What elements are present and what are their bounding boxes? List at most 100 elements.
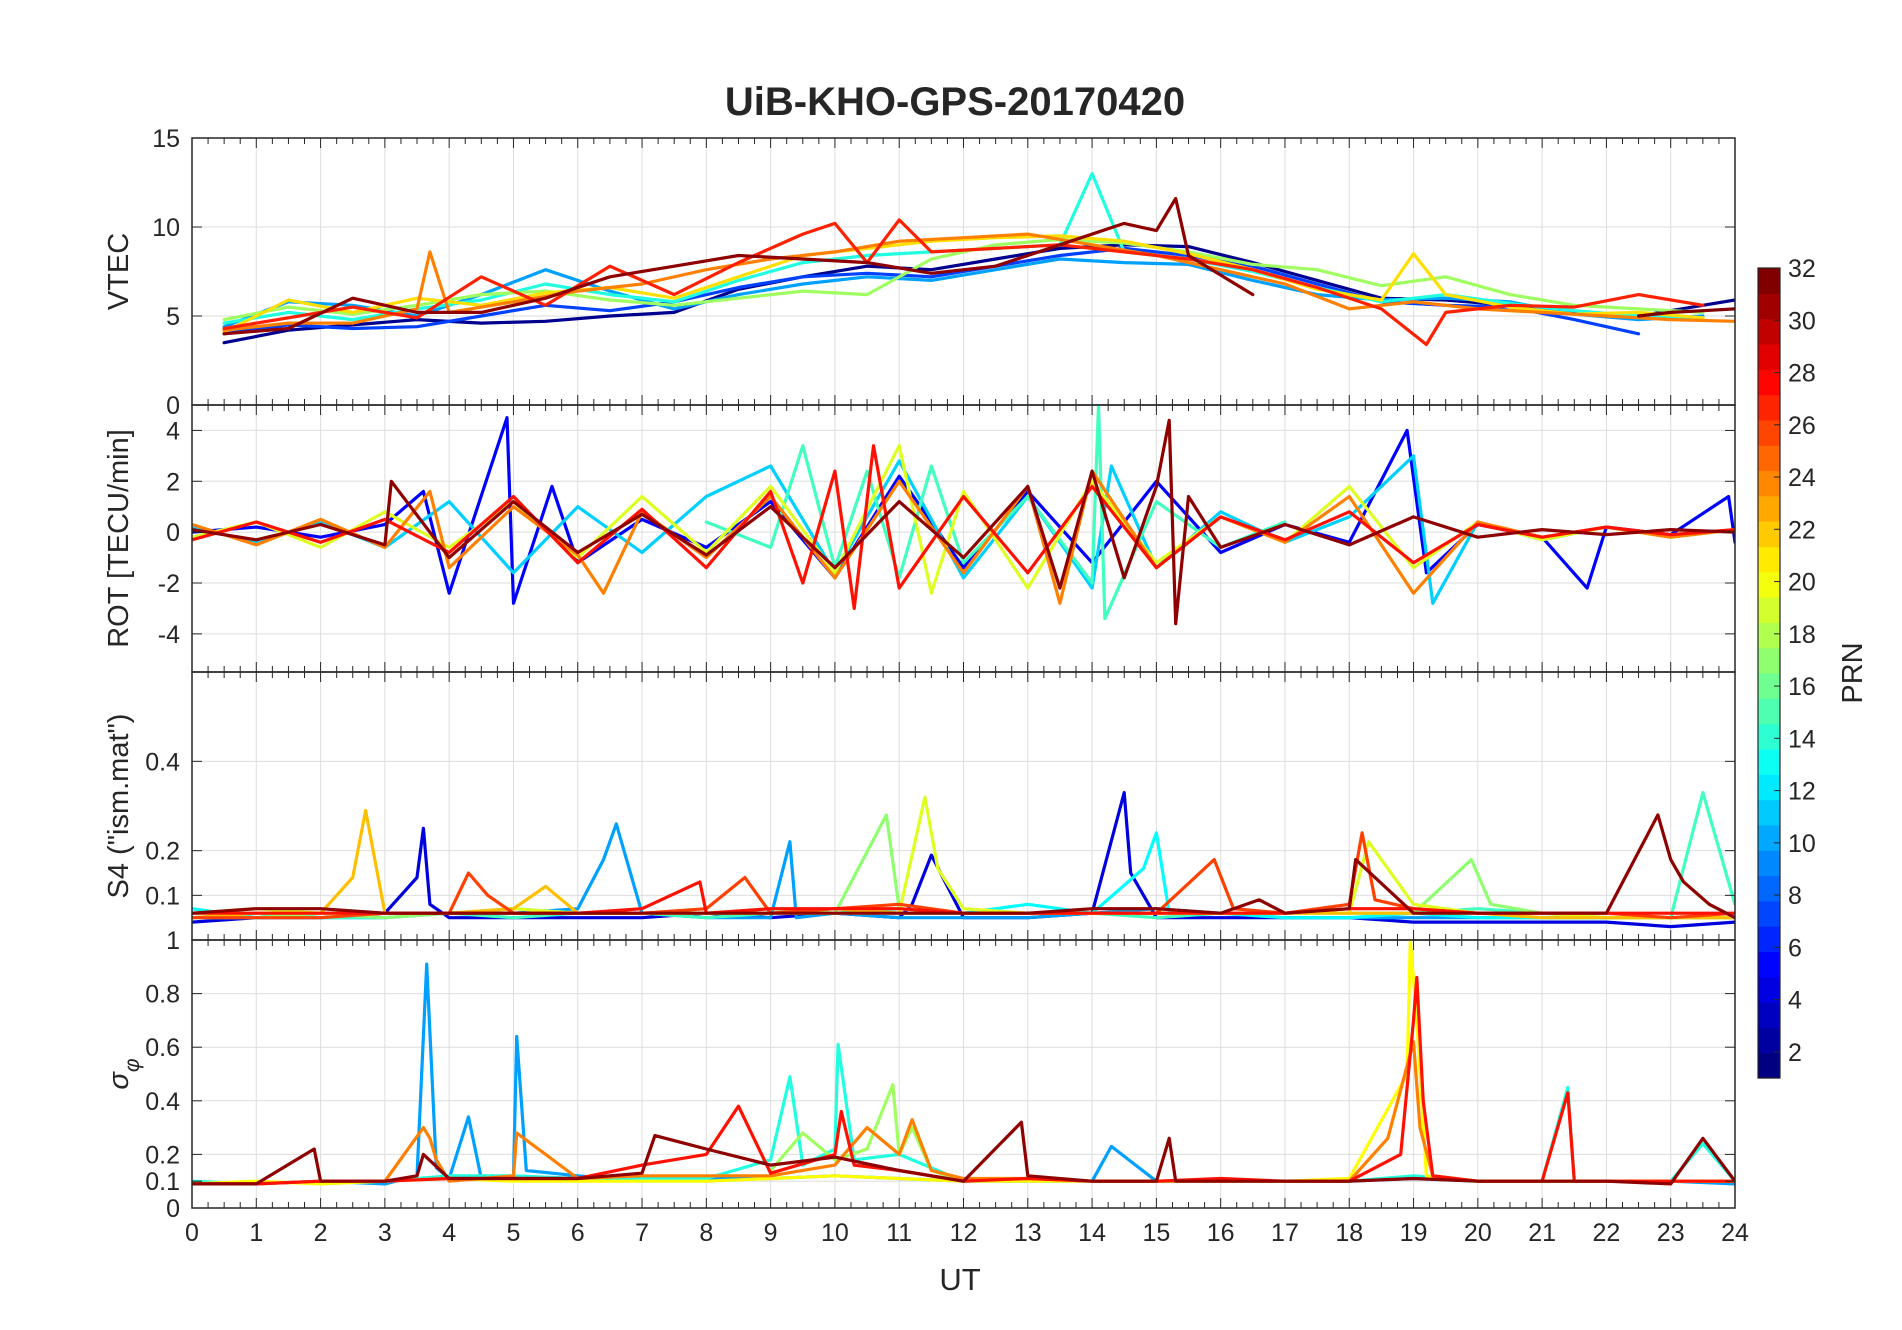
series-prn-21-vtec bbox=[222, 234, 1705, 334]
x-tick-label: 9 bbox=[764, 1219, 778, 1247]
x-tick-label: 0 bbox=[185, 1219, 199, 1247]
colorbar-tick-label: 14 bbox=[1788, 725, 1816, 753]
x-tick-label: 10 bbox=[821, 1219, 849, 1247]
y-tick-label: 2 bbox=[166, 468, 180, 496]
series-group-vtec bbox=[222, 172, 1735, 347]
colorbar-label: PRN bbox=[1837, 642, 1869, 703]
colorbar-segment bbox=[1758, 951, 1780, 978]
minor-ticks-sigma bbox=[191, 940, 1736, 1208]
colorbar-segment bbox=[1758, 343, 1780, 370]
series-prn-24-sigma bbox=[192, 1040, 1735, 1186]
x-tick-label: 12 bbox=[950, 1219, 978, 1247]
series-prn-24-rot bbox=[192, 469, 1735, 605]
colorbar-segment bbox=[1758, 521, 1780, 548]
colorbar-segment bbox=[1758, 293, 1780, 320]
colorbar-tick-label: 24 bbox=[1788, 464, 1816, 492]
y-tick-label: 0.2 bbox=[145, 838, 180, 866]
y-axis-label-rot: ROT [TECU/min] bbox=[103, 429, 135, 648]
y-axis-label-sub: φ bbox=[121, 1058, 144, 1072]
y-tick-label: 0.4 bbox=[145, 748, 180, 776]
colorbar-segment bbox=[1758, 597, 1780, 623]
x-axis-label: UT bbox=[939, 1262, 980, 1297]
x-tick-label: 4 bbox=[442, 1219, 456, 1247]
colorbar-tick-label: 16 bbox=[1788, 673, 1816, 701]
x-tick-label: 21 bbox=[1528, 1219, 1556, 1247]
y-tick-label: 0.1 bbox=[145, 1168, 180, 1196]
y-tick-label: 0.6 bbox=[145, 1034, 180, 1062]
x-tick-label: 1 bbox=[249, 1219, 263, 1247]
series-prn-10-vtec bbox=[222, 257, 1705, 329]
y-tick-label: 0 bbox=[166, 1195, 180, 1223]
x-tick-label: 18 bbox=[1335, 1219, 1363, 1247]
series-prn-31-rot bbox=[192, 418, 1735, 626]
x-tick-label: 16 bbox=[1207, 1219, 1235, 1247]
panel-vtec: 0 5 10 15 VTEC bbox=[103, 125, 1736, 420]
colorbar-segment bbox=[1758, 546, 1780, 573]
x-tick-label: 23 bbox=[1657, 1219, 1685, 1247]
colorbar-tick-label: 2 bbox=[1788, 1039, 1802, 1067]
colorbar-segment bbox=[1758, 622, 1780, 649]
series-prn-18-vtec bbox=[222, 237, 1705, 322]
minor-ticks-vtec bbox=[191, 138, 1736, 405]
series-group-sigma bbox=[192, 940, 1735, 1186]
y-tick-label: 5 bbox=[166, 303, 180, 331]
colorbar-tick-label: 8 bbox=[1788, 882, 1802, 910]
colorbar-segment bbox=[1758, 698, 1780, 725]
colorbar-tick-label: 22 bbox=[1788, 516, 1816, 544]
y-tick-label: -2 bbox=[158, 570, 180, 598]
x-tick-label: 17 bbox=[1271, 1219, 1299, 1247]
x-tick-label: 11 bbox=[886, 1219, 912, 1247]
colorbar-segment bbox=[1758, 1052, 1780, 1079]
colorbar-tick-label: 26 bbox=[1788, 412, 1816, 440]
y-tick-label: 15 bbox=[152, 125, 180, 153]
series-group-s4 bbox=[192, 790, 1735, 929]
y-tick-label: 0.4 bbox=[145, 1088, 180, 1116]
y-axis-label-s4: S4 ("ism.mat") bbox=[103, 714, 135, 899]
colorbar-segment bbox=[1758, 268, 1780, 294]
minor-ticks-rot bbox=[191, 405, 1736, 672]
x-tick-label: 3 bbox=[378, 1219, 392, 1247]
panel-s4: 0.1 0.2 0.4 S4 ("ism.mat") bbox=[103, 671, 1736, 941]
chart-title: UiB-KHO-GPS-20170420 bbox=[725, 80, 1185, 124]
colorbar-tick-label: 28 bbox=[1788, 360, 1816, 388]
x-tick-label: 7 bbox=[635, 1219, 649, 1247]
series-prn-31-s4 bbox=[192, 813, 1735, 920]
x-tick-label: 2 bbox=[314, 1219, 328, 1247]
series-prn-28-vtec bbox=[222, 218, 1705, 347]
colorbar-segment bbox=[1758, 394, 1780, 421]
colorbar-tick-label: 6 bbox=[1788, 934, 1802, 962]
colorbar-segment bbox=[1758, 748, 1780, 775]
y-tick-label: 10 bbox=[152, 214, 180, 242]
colorbar-tick-label: 18 bbox=[1788, 621, 1816, 649]
y-axis-label-sigma: σφ bbox=[103, 1058, 144, 1090]
colorbar-segment bbox=[1758, 875, 1780, 902]
x-tick-label: 19 bbox=[1400, 1219, 1428, 1247]
colorbar-segment bbox=[1758, 850, 1780, 877]
y-tick-label: 0 bbox=[166, 392, 180, 420]
colorbar-segment bbox=[1758, 647, 1780, 674]
x-tick-label: 22 bbox=[1593, 1219, 1621, 1247]
colorbar-segment bbox=[1758, 1027, 1780, 1054]
colorbar-tick-label: 12 bbox=[1788, 778, 1816, 806]
panel-rot: -4 -2 0 2 4 ROT [TECU/min] bbox=[103, 404, 1736, 673]
x-tick-label: 20 bbox=[1464, 1219, 1492, 1247]
colorbar-segment bbox=[1758, 926, 1780, 953]
colorbar-tick-label: 20 bbox=[1788, 569, 1816, 597]
colorbar-segment bbox=[1758, 318, 1780, 345]
series-prn-24-vtec bbox=[222, 232, 1735, 332]
x-tick-label: 14 bbox=[1078, 1219, 1106, 1247]
colorbar-segment bbox=[1758, 445, 1780, 472]
x-tick-label: 5 bbox=[507, 1219, 521, 1247]
series-prn-3-s4 bbox=[192, 790, 1735, 929]
colorbar-segment bbox=[1758, 774, 1780, 801]
x-tick-label: 15 bbox=[1142, 1219, 1170, 1247]
y-tick-label: 4 bbox=[166, 417, 180, 445]
x-tick-label: 8 bbox=[699, 1219, 713, 1247]
y-axis-label-main: σ bbox=[103, 1071, 135, 1090]
colorbar-tick-label: 30 bbox=[1788, 307, 1816, 335]
colorbar-segment bbox=[1758, 976, 1780, 1003]
colorbar-segment bbox=[1758, 369, 1780, 396]
